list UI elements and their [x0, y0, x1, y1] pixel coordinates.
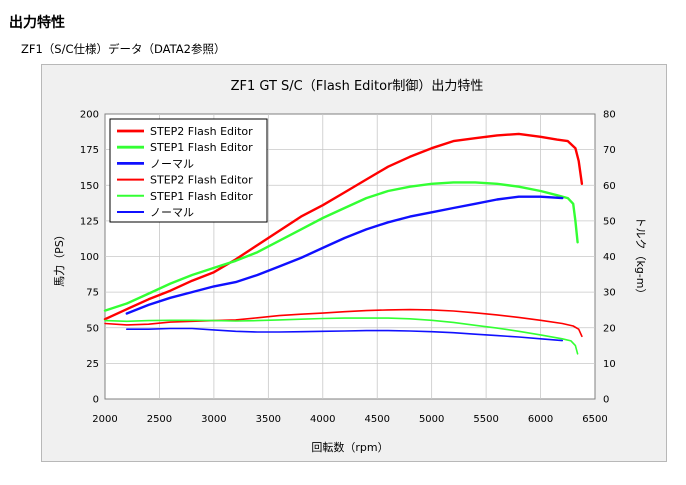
y2-tick-label: 30 [603, 288, 616, 299]
x-tick-label: 4500 [364, 414, 389, 425]
legend-label: STEP1 Flash Editor [150, 190, 253, 203]
x-tick-label: 4000 [310, 414, 335, 425]
y-axis-label: 馬力（PS） [53, 229, 66, 287]
y2-tick-label: 60 [603, 181, 616, 192]
x-tick-label: 2500 [147, 414, 172, 425]
axes: 0255075100125150175200010203040506070802… [80, 110, 616, 426]
x-tick-label: 3500 [256, 414, 281, 425]
y-tick-label: 125 [80, 216, 99, 227]
x-tick-label: 5500 [473, 414, 498, 425]
y-tick-label: 75 [86, 288, 99, 299]
y-tick-label: 150 [80, 181, 99, 192]
legend-label: ノーマル [150, 157, 194, 170]
y2-tick-label: 50 [603, 216, 616, 227]
legend-label: STEP2 Flash Editor [150, 174, 253, 187]
chart-title: ZF1 GT S/C（Flash Editor制御）出力特性 [231, 79, 484, 94]
y2-axis-label: トルク（kg-m） [634, 216, 647, 299]
x-tick-label: 5000 [419, 414, 444, 425]
legend-label: ノーマル [150, 206, 194, 219]
legend: STEP2 Flash Editor STEP1 Flash Editor ノーマル… [109, 118, 268, 223]
legend-label: STEP2 Flash Editor [150, 125, 253, 138]
y2-tick-label: 10 [603, 359, 616, 370]
x-tick-label: 2000 [92, 414, 117, 425]
series-line-torque [104, 317, 579, 355]
x-tick-label: 6500 [582, 414, 607, 425]
grid [105, 114, 595, 399]
series-line-power [103, 132, 584, 321]
x-tick-label: 3000 [201, 414, 226, 425]
series-line-power [125, 195, 564, 315]
series-layer [103, 132, 584, 355]
y2-tick-label: 40 [603, 252, 616, 263]
series-line-torque [104, 308, 583, 338]
series-line-power [103, 181, 579, 312]
y-tick-label: 100 [80, 252, 99, 263]
x-axis-label: 回転数（rpm） [311, 441, 388, 454]
section-heading: 出力特性 [9, 15, 65, 31]
y2-tick-label: 80 [603, 110, 616, 121]
y-tick-label: 200 [80, 110, 99, 121]
y-tick-label: 25 [86, 359, 99, 370]
legend-label: STEP1 Flash Editor [150, 141, 253, 154]
y2-tick-label: 70 [603, 145, 616, 156]
series-line-torque [126, 327, 564, 342]
y-tick-label: 50 [86, 323, 99, 334]
y-tick-label: 175 [80, 145, 99, 156]
y2-tick-label: 0 [603, 395, 609, 406]
section-subheading: ZF1（S/C仕様）データ（DATA2参照） [21, 42, 226, 56]
legend-box [109, 118, 268, 223]
y-tick-label: 0 [93, 395, 99, 406]
y2-tick-label: 20 [603, 323, 616, 334]
x-tick-label: 6000 [528, 414, 553, 425]
